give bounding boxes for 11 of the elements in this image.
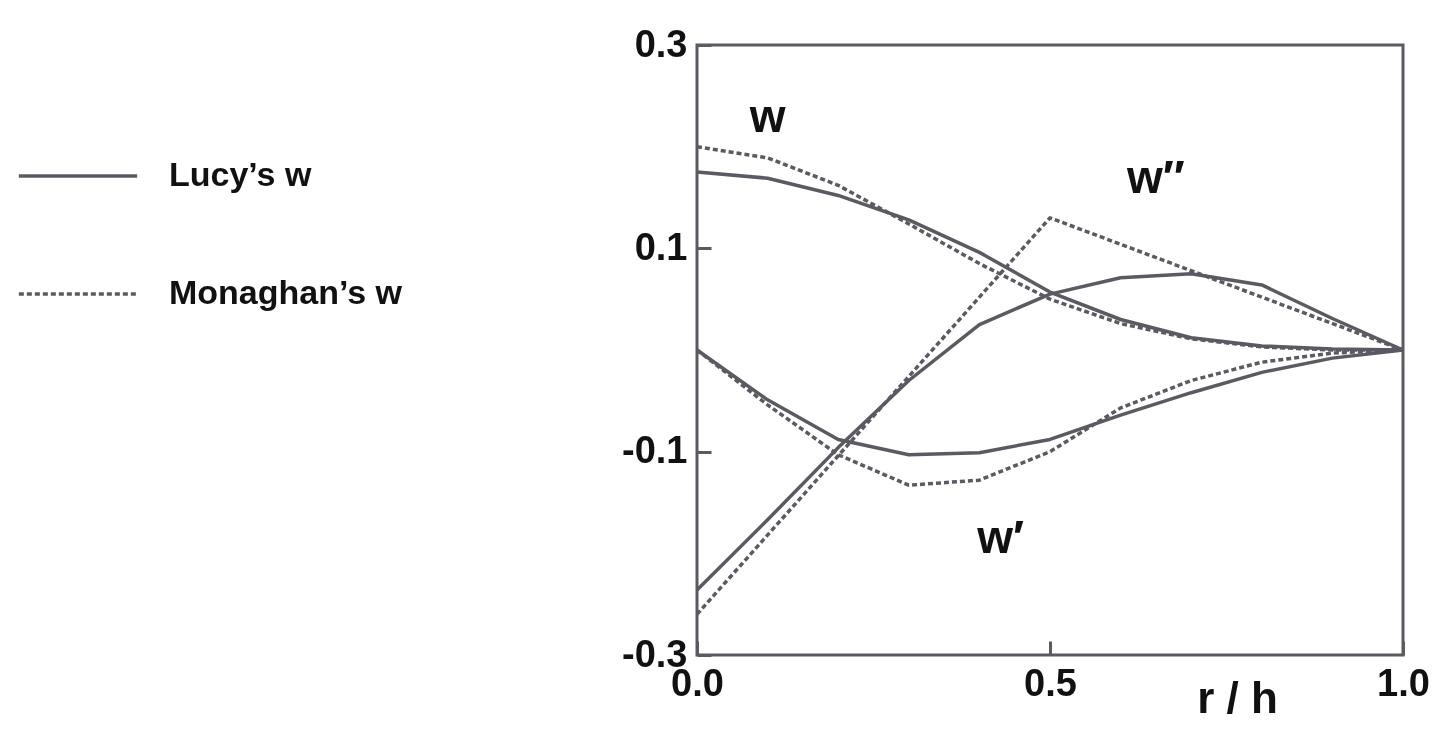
annotation: w′ — [976, 511, 1024, 564]
x-tick-label: 0.5 — [1024, 661, 1077, 704]
x-tick-label: 1.0 — [1377, 661, 1430, 704]
annotation: w — [748, 90, 786, 143]
y-tick-label: 0.3 — [634, 22, 688, 65]
legend-label: Lucy’s w — [169, 155, 312, 193]
legend-label: Monaghan’s w — [169, 273, 403, 311]
y-tick-label: 0.1 — [634, 225, 688, 268]
annotation: w″ — [1125, 151, 1185, 204]
x-axis-title: r / h — [1197, 672, 1278, 722]
y-tick-label: -0.1 — [622, 429, 688, 472]
